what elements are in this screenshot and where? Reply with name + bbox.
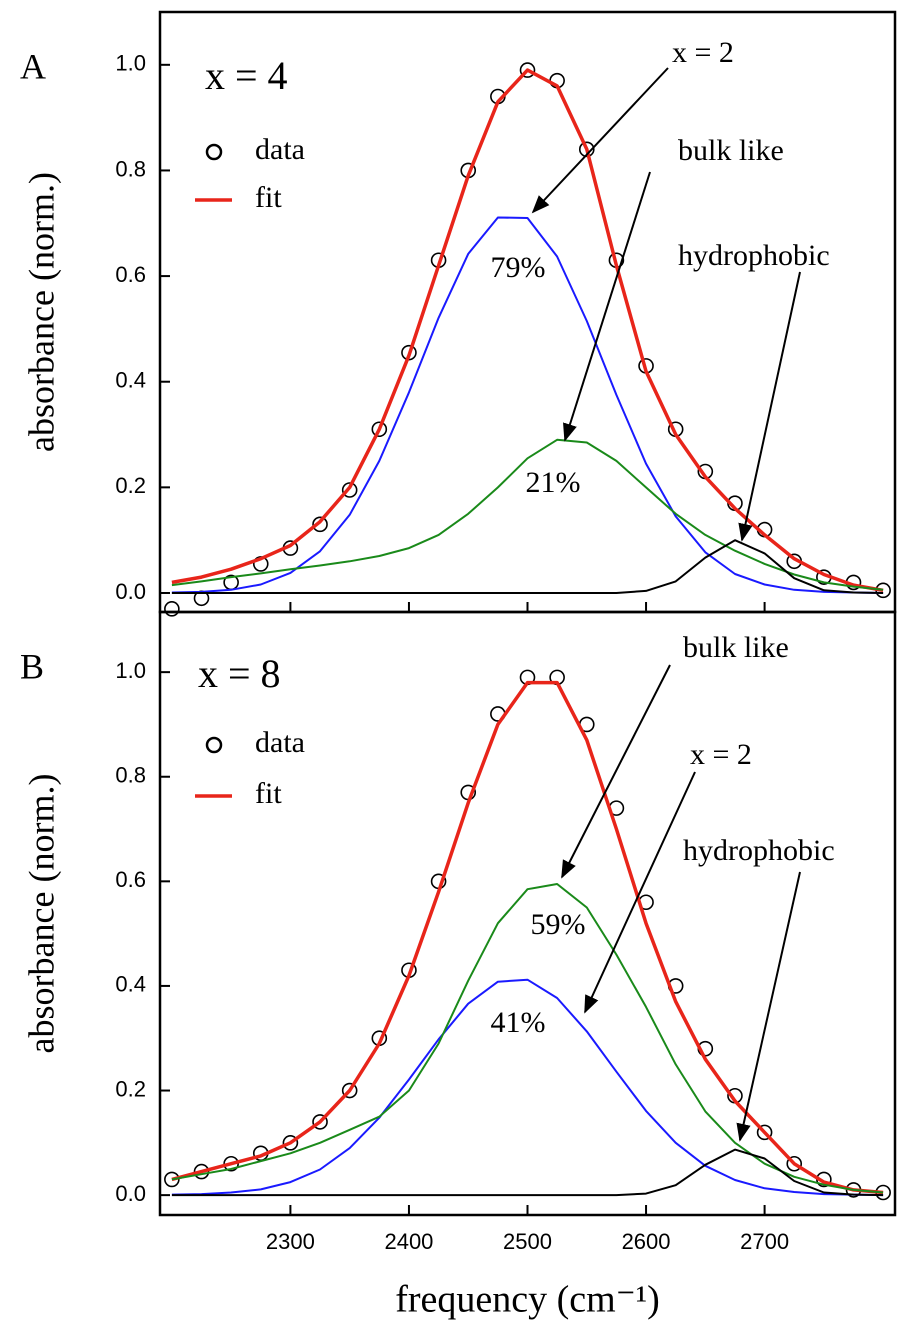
- y-tick-label: 0.8: [115, 156, 146, 181]
- annotation: 59%: [531, 908, 586, 941]
- component-line: [171, 539, 884, 594]
- data-point: [164, 1171, 180, 1188]
- arrow: [561, 664, 671, 879]
- y-axis-label: absorbance (norm.): [21, 172, 61, 452]
- fit-line: [171, 680, 884, 1195]
- data-point: [371, 421, 388, 438]
- legend-label: fit: [255, 181, 282, 214]
- data-point: [341, 1082, 358, 1099]
- legend-marker: [205, 143, 223, 161]
- component-line: [171, 978, 884, 1197]
- data-point: [756, 1124, 773, 1141]
- arrow: [584, 771, 696, 1014]
- plot-frame: [158, 610, 897, 1217]
- component-line: [171, 438, 884, 591]
- y-tick-label: 0.2: [115, 473, 146, 498]
- annotation: x = 4: [205, 53, 288, 98]
- annotation: x = 8: [198, 651, 281, 696]
- x-tick-label: 2500: [503, 1229, 552, 1254]
- arrow: [736, 871, 801, 1142]
- x-tick-label: 2600: [622, 1229, 671, 1254]
- annotation: 79%: [491, 251, 546, 284]
- legend-label: fit: [255, 777, 282, 810]
- data-point: [193, 1163, 210, 1180]
- y-tick-label: 0.0: [115, 1181, 146, 1206]
- data-point: [312, 1114, 328, 1130]
- y-tick-label: 1.0: [115, 658, 146, 683]
- x-axis-label: frequency (cm⁻¹): [395, 1279, 660, 1321]
- component-line: [171, 1148, 884, 1197]
- data-point: [341, 482, 358, 498]
- component-line: [171, 883, 884, 1194]
- y-tick-label: 0.0: [115, 579, 146, 604]
- annotation: x = 2: [672, 36, 734, 69]
- panel-label: A: [20, 46, 46, 86]
- panel: 0.0 0.2 0.4 0.6 0.8 1.0 2300 2400 2500 2600 2700 da…: [20, 610, 897, 1321]
- y-tick-label: 1.0: [115, 51, 146, 76]
- data-point: [578, 141, 595, 158]
- y-tick-label: 0.6: [115, 867, 146, 892]
- annotation: hydrophobic: [683, 834, 835, 867]
- arrow: [738, 271, 801, 542]
- component-line: [171, 216, 884, 594]
- data-point: [282, 1135, 299, 1151]
- arrow: [563, 171, 651, 442]
- annotation: 41%: [491, 1006, 546, 1039]
- arrow: [531, 67, 669, 214]
- y-tick-label: 0.4: [115, 972, 146, 997]
- legend-label: data: [255, 726, 305, 759]
- legend-label: data: [255, 133, 305, 166]
- x-tick-label: 2700: [740, 1229, 789, 1254]
- data-point: [223, 1155, 239, 1172]
- y-tick-label: 0.4: [115, 368, 146, 393]
- y-tick-label: 0.2: [115, 1076, 146, 1101]
- annotation: 21%: [526, 466, 581, 499]
- legend-marker: [205, 736, 223, 754]
- data-point: [312, 516, 328, 533]
- panel: 0.0 0.2 0.4 0.6 0.8 1.0 data fit A x = 4 x = 2 bulk…: [20, 10, 897, 617]
- plot-frame: [158, 10, 897, 614]
- data-point: [519, 62, 536, 78]
- panel-label: B: [20, 646, 44, 686]
- annotation: bulk like: [678, 134, 784, 167]
- annotation: hydrophobic: [678, 239, 830, 272]
- data-point: [786, 1155, 803, 1172]
- x-tick-label: 2400: [384, 1229, 433, 1254]
- y-tick-label: 0.6: [115, 262, 146, 287]
- fit-line: [171, 68, 884, 593]
- data-point: [164, 601, 180, 617]
- y-axis-label: absorbance (norm.): [21, 774, 61, 1054]
- annotation: bulk like: [683, 631, 789, 664]
- annotation: x = 2: [690, 738, 752, 771]
- x-tick-label: 2300: [266, 1229, 315, 1254]
- y-tick-label: 0.8: [115, 763, 146, 788]
